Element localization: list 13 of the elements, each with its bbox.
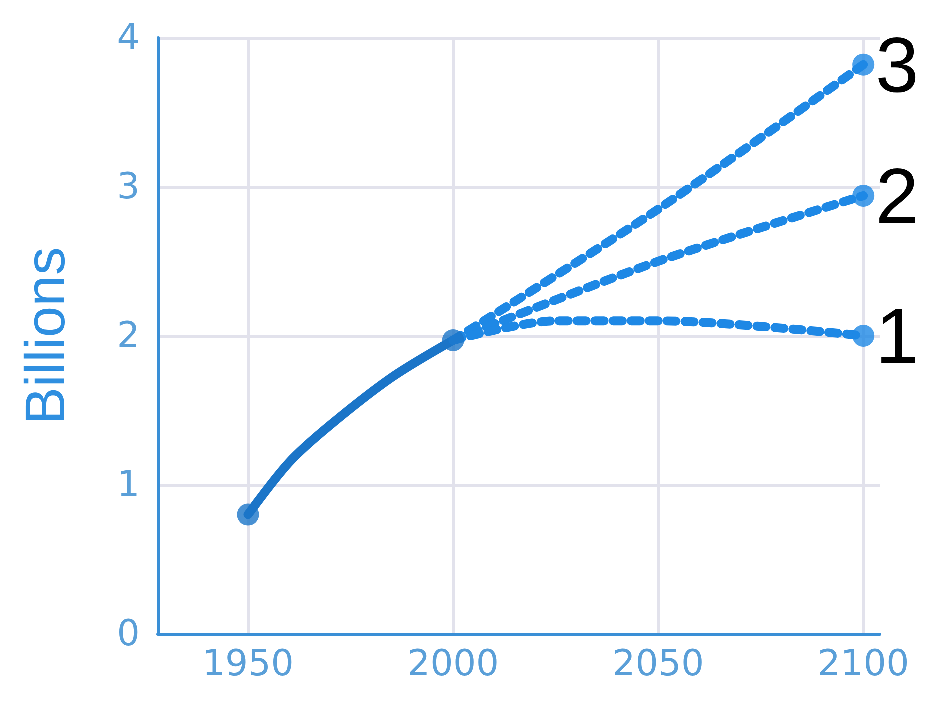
series-label: 3: [876, 20, 919, 109]
x-tick-label: 2100: [818, 644, 910, 684]
y-axis-title: Billions: [14, 247, 76, 425]
y-tick-label: 1: [117, 464, 140, 506]
x-tick-label: 2000: [408, 644, 500, 684]
y-tick-label: 0: [117, 614, 140, 654]
series-label: 2: [876, 152, 919, 240]
x-tick-label: 2050: [612, 644, 704, 684]
series-label: 1: [876, 292, 919, 380]
y-tick-label: 3: [117, 166, 140, 208]
x-tick-label: 1950: [202, 644, 294, 684]
y-tick-label: 2: [117, 316, 140, 356]
y-tick-label: 4: [117, 18, 140, 58]
